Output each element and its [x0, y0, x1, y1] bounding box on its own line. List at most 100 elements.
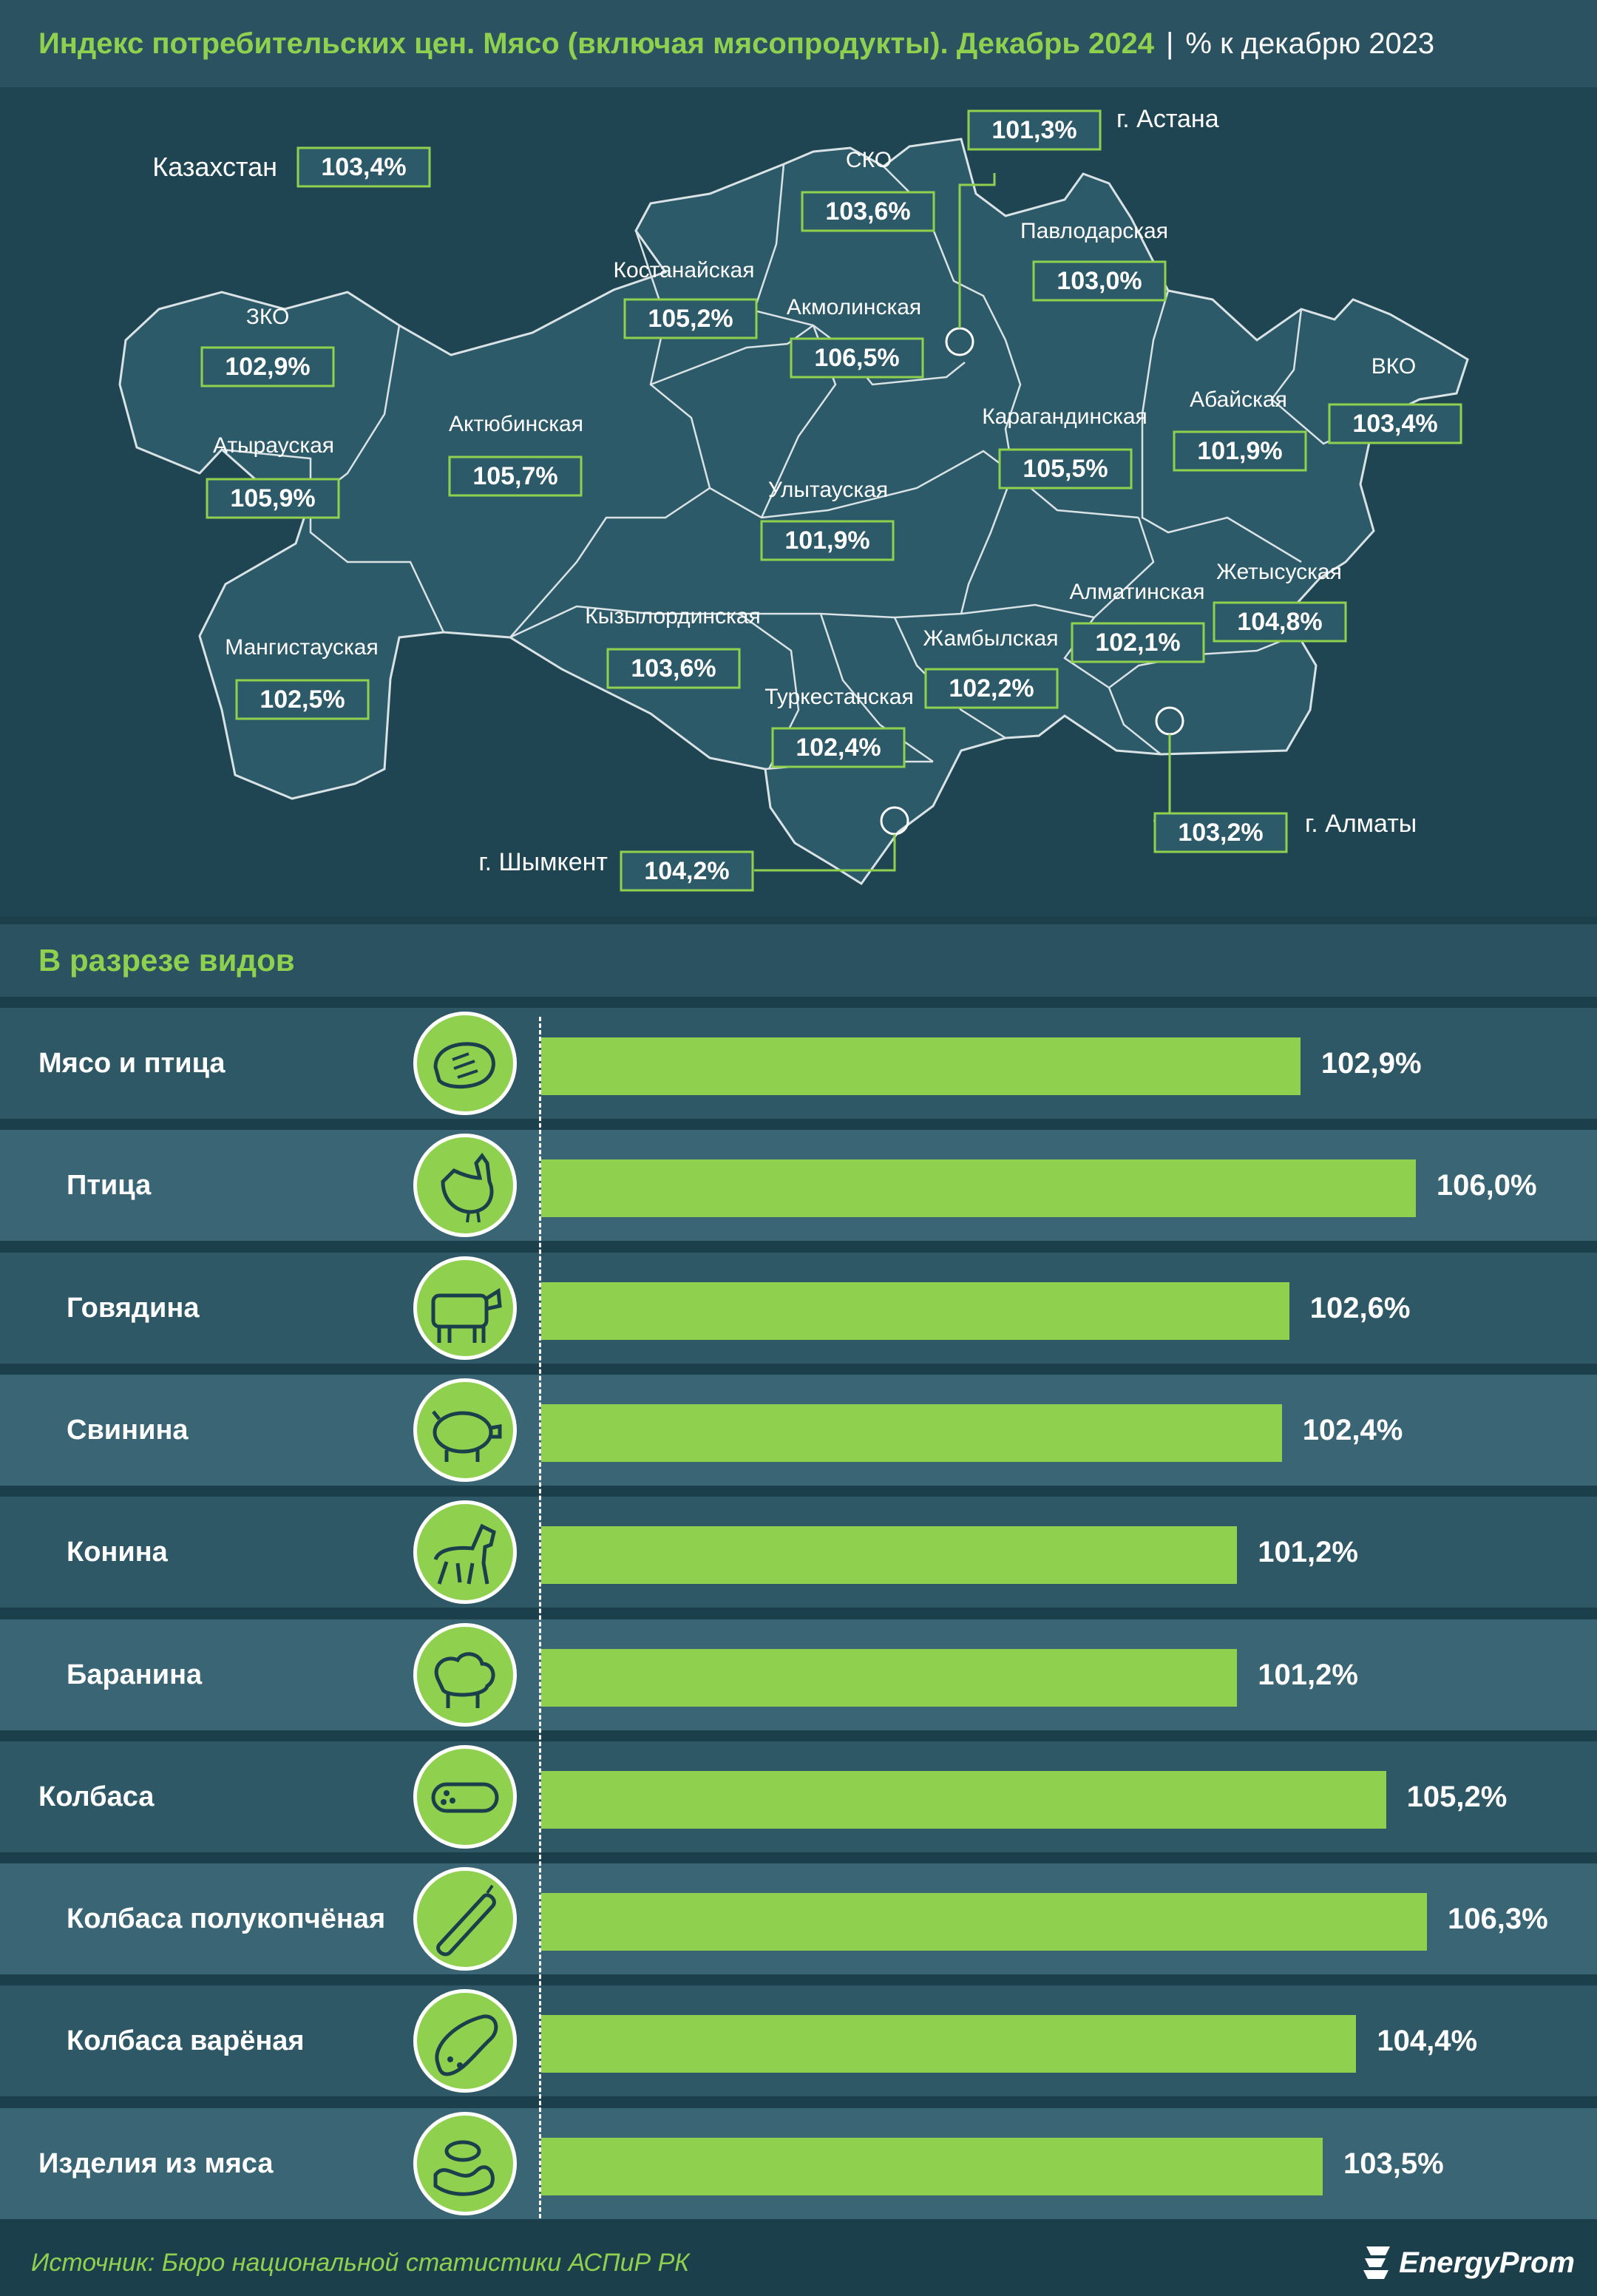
- bar: [541, 2015, 1357, 2073]
- region-value-6-box: [1173, 430, 1307, 472]
- kazakhstan-map: Казахстан 103,4% СКО 103,6% Павлодарская 103,…: [0, 87, 1597, 917]
- country-value-box: [296, 146, 431, 188]
- city-value-1-box: [1153, 812, 1288, 853]
- data-label: 106,0%: [1436, 1168, 1537, 1202]
- region-value-15-box: [924, 668, 1059, 709]
- header: Индекс потребительских цен. Мясо (включа…: [0, 0, 1597, 87]
- region-value-12-box: [1071, 622, 1205, 663]
- region-value-7-value: 105,9%: [230, 484, 315, 512]
- city-value-2-value: 104,2%: [644, 857, 729, 885]
- region-value-16: 102,4%: [771, 727, 906, 768]
- category-label: Конина: [67, 1536, 168, 1568]
- region-value-14: 103,6%: [606, 648, 741, 689]
- region-name-1: Павлодарская: [1020, 219, 1168, 243]
- chart-row: Изделия из мяса 103,5%: [0, 2108, 1597, 2219]
- chart-row: Баранина 101,2%: [0, 1619, 1597, 1730]
- data-label: 104,4%: [1377, 2024, 1478, 2057]
- region-value-8-box: [448, 456, 583, 497]
- region-value-16-value: 102,4%: [796, 734, 881, 762]
- region-value-11-value: 104,8%: [1237, 608, 1322, 636]
- region-value-0-box: [801, 191, 935, 232]
- region-value-2-value: 105,2%: [648, 305, 733, 333]
- region-value-8: 105,7%: [448, 456, 583, 497]
- region-value-1-box: [1032, 260, 1167, 302]
- region-value-2: 105,2%: [623, 298, 758, 339]
- region-value-12-value: 102,1%: [1095, 629, 1180, 657]
- region-value-6: 101,9%: [1173, 430, 1307, 472]
- region-name-12: Алматинская: [1070, 580, 1205, 604]
- city-value-0-value: 101,3%: [991, 116, 1076, 144]
- category-label: Свинина: [67, 1414, 189, 1446]
- region-value-9: 105,5%: [998, 448, 1133, 490]
- region-value-0-value: 103,6%: [825, 197, 910, 226]
- bar: [541, 2138, 1323, 2195]
- region-name-15: Жамбылская: [923, 626, 1059, 651]
- region-value-3-box: [790, 337, 924, 379]
- region-name-0: СКО: [846, 148, 892, 172]
- region-name-10: Улытауская: [768, 478, 888, 502]
- category-label: Баранина: [67, 1659, 203, 1690]
- chart-row: Колбаса 105,2%: [0, 1741, 1597, 1852]
- data-label: 102,9%: [1320, 1046, 1422, 1080]
- region-value-14-value: 103,6%: [631, 654, 716, 683]
- bar: [541, 1526, 1238, 1584]
- data-label: 101,2%: [1258, 1658, 1358, 1691]
- region-value-10: 101,9%: [760, 520, 895, 561]
- region-value-9-value: 105,5%: [1023, 455, 1108, 483]
- region-value-2-box: [623, 298, 758, 339]
- region-value-4-value: 102,9%: [225, 353, 310, 381]
- data-label: 103,5%: [1343, 2147, 1444, 2180]
- region-value-13: 102,5%: [235, 679, 370, 720]
- region-value-9-box: [998, 448, 1133, 490]
- region-value-11-box: [1213, 601, 1347, 643]
- bar: [541, 1159, 1416, 1217]
- sheep-icon: [413, 1623, 517, 1727]
- chart-row: Птица 106,0%: [0, 1130, 1597, 1241]
- map-svg: Казахстан 103,4% СКО 103,6% Павлодарская 103,…: [118, 105, 1469, 892]
- pig-icon: [413, 1378, 517, 1482]
- title-separator: |: [1166, 27, 1174, 60]
- city-value-2: 104,2%: [620, 850, 754, 892]
- region-value-0: 103,6%: [801, 191, 935, 232]
- bar: [541, 1037, 1301, 1095]
- bar: [541, 1771, 1386, 1829]
- region-value-3-value: 106,5%: [814, 344, 899, 372]
- region-value-4: 102,9%: [200, 346, 335, 387]
- source-note: Источник: Бюро национальной статистики А…: [31, 2248, 690, 2277]
- region-value-5: 103,4%: [1328, 403, 1462, 444]
- city-name-1: г. Алматы: [1305, 810, 1417, 838]
- region-name-8: Актюбинская: [449, 412, 583, 436]
- chart-row: Говядина 102,6%: [0, 1253, 1597, 1364]
- city-value-1: 103,2%: [1153, 812, 1288, 853]
- city-name-0: г. Астана: [1116, 105, 1219, 133]
- region-name-7: Атырауская: [213, 433, 334, 458]
- smoked-sausage-icon: [413, 1867, 517, 1971]
- cow-icon: [413, 1256, 517, 1360]
- region-name-9: Карагандинская: [982, 404, 1147, 429]
- category-label: Колбаса варёная: [67, 2025, 305, 2056]
- region-value-1-value: 103,0%: [1057, 267, 1142, 295]
- brand-logo: EnergyProm: [1360, 2243, 1575, 2282]
- footer: Источник: Бюро национальной статистики А…: [0, 2229, 1597, 2296]
- country-label: Казахстан: [152, 152, 277, 182]
- region-value-8-value: 105,7%: [472, 462, 557, 490]
- region-value-12: 102,1%: [1071, 622, 1205, 663]
- region-value-13-value: 102,5%: [260, 685, 345, 714]
- region-value-6-value: 101,9%: [1197, 437, 1282, 465]
- region-name-6: Абайская: [1190, 387, 1287, 412]
- country-value: 103,4%: [296, 146, 431, 188]
- category-label: Колбаса: [38, 1781, 155, 1812]
- data-label: 101,2%: [1258, 1535, 1358, 1568]
- city-value-0: 101,3%: [967, 109, 1102, 151]
- region-value-15: 102,2%: [924, 668, 1059, 709]
- region-value-13-box: [235, 679, 370, 720]
- region-value-16-box: [771, 727, 906, 768]
- section-title-bar: В разрезе видов: [0, 924, 1597, 997]
- region-name-3: Акмолинская: [787, 295, 921, 319]
- data-label: 105,2%: [1406, 1780, 1508, 1813]
- category-label: Мясо и птица: [38, 1047, 226, 1079]
- chart-title: Индекс потребительских цен. Мясо (включа…: [38, 27, 1155, 60]
- country-outline: [118, 138, 1469, 886]
- chart-row: Мясо и птица 102,9%: [0, 1008, 1597, 1119]
- region-value-11: 104,8%: [1213, 601, 1347, 643]
